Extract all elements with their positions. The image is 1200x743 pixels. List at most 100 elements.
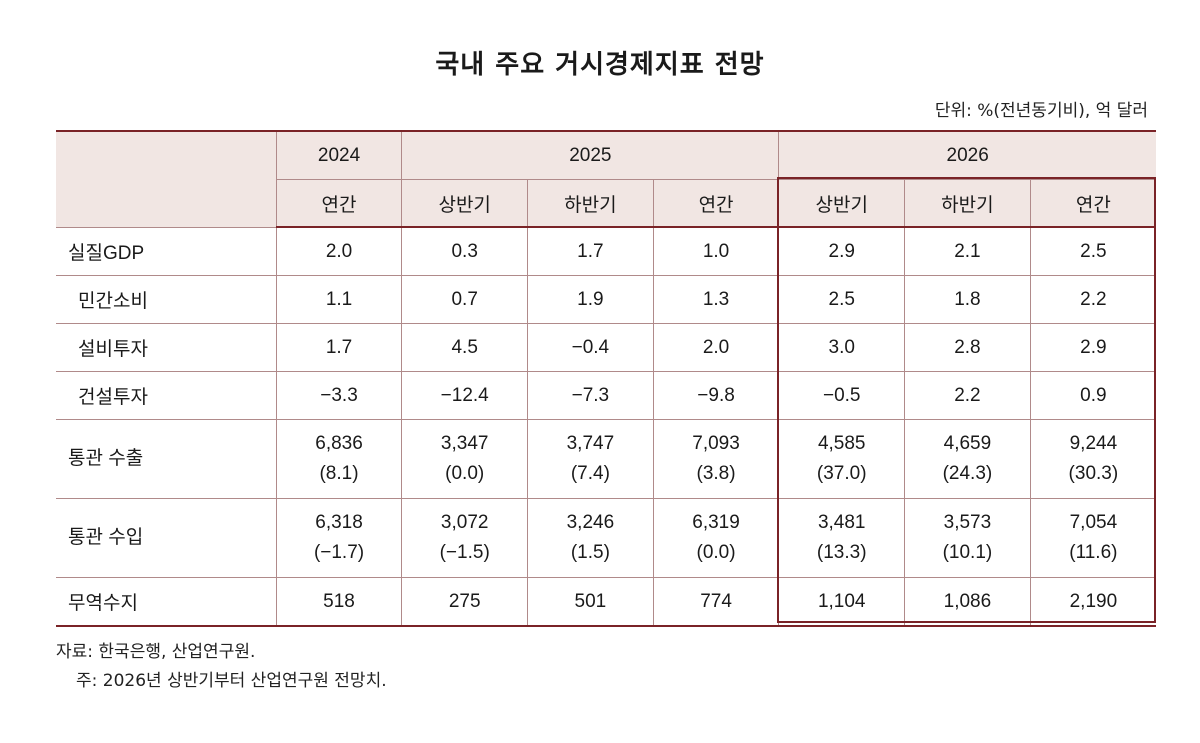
table-cell: 275: [401, 577, 528, 627]
table-row: 건설투자 −3.3 −12.4 −7.3 −9.8 −0.5 2.2 0.9: [56, 371, 1156, 420]
table-cell: 2.2: [904, 371, 1031, 420]
table-cell: 774: [652, 577, 779, 627]
table-cell: 0.9: [1029, 371, 1156, 420]
cell-value: 7,054: [1069, 512, 1118, 533]
table-cell: 6,318 (−1.7): [275, 498, 402, 578]
cell-growth-rate: (3.8): [696, 463, 736, 484]
cell-growth-rate: (1.5): [570, 542, 610, 563]
period-header: 상반기: [401, 179, 528, 228]
table-cell: −0.5: [778, 371, 905, 420]
header-corner: [56, 130, 277, 228]
table-cell: 1,086: [904, 577, 1031, 627]
cell-growth-rate: (7.4): [570, 463, 610, 484]
table-cell: 2.9: [778, 227, 905, 276]
table-cell: 1.0: [652, 227, 779, 276]
cell-growth-rate: (13.3): [816, 542, 867, 563]
cell-value: 6,319: [692, 512, 740, 533]
table-cell: 7,093 (3.8): [652, 419, 779, 499]
table-cell: 3.0: [778, 323, 905, 372]
period-header: 하반기: [527, 179, 654, 228]
table-cell: 501: [527, 577, 654, 627]
table-row: 실질GDP 2.0 0.3 1.7 1.0 2.9 2.1 2.5: [56, 227, 1156, 276]
table-cell: 2.5: [1029, 227, 1156, 276]
table-cell: 4,659 (24.3): [904, 419, 1031, 499]
table-cell: 0.3: [401, 227, 528, 276]
table-cell: 9,244 (30.3): [1029, 419, 1156, 499]
cell-growth-rate: (0.0): [445, 463, 485, 484]
row-label: 건설투자: [56, 371, 277, 420]
table-cell: 1.7: [275, 323, 402, 372]
cell-value: 3,573: [943, 512, 992, 533]
period-header: 연간: [652, 179, 779, 228]
table-row: 무역수지 518 275 501 774 1,104 1,086 2,190: [56, 577, 1156, 627]
table-cell: 3,573 (10.1): [904, 498, 1031, 578]
table-cell: 1.8: [904, 275, 1031, 324]
table-cell: 2.0: [275, 227, 402, 276]
cell-value: 3,747: [566, 433, 615, 454]
table-cell: 3,747 (7.4): [527, 419, 654, 499]
cell-growth-rate: (−1.5): [439, 542, 490, 563]
table-cell: 7,054 (11.6): [1029, 498, 1156, 578]
table-cell: 1.1: [275, 275, 402, 324]
table-cell: 3,347 (0.0): [401, 419, 528, 499]
row-label: 통관 수입: [56, 498, 277, 578]
table-cell: 1,104: [778, 577, 905, 627]
forecast-note: 주: 2026년 상반기부터 산업연구원 전망치.: [76, 671, 387, 691]
table-cell: 2.2: [1029, 275, 1156, 324]
table-cell: 2,190: [1029, 577, 1156, 627]
row-label: 무역수지: [56, 577, 277, 627]
cell-value: 6,318: [315, 512, 363, 533]
table-cell: 1.3: [652, 275, 779, 324]
unit-note: 단위: %(전년동기비), 억 달러: [934, 101, 1148, 121]
table-cell: 4,585 (37.0): [778, 419, 905, 499]
cell-value: 4,659: [943, 433, 992, 454]
cell-value: 9,244: [1069, 433, 1118, 454]
cell-growth-rate: (30.3): [1068, 463, 1119, 484]
cell-growth-rate: (11.6): [1069, 542, 1118, 563]
table-cell: −3.3: [275, 371, 402, 420]
table-cell: 2.8: [904, 323, 1031, 372]
cell-growth-rate: (8.1): [319, 463, 359, 484]
row-label: 민간소비: [56, 275, 277, 324]
row-label: 실질GDP: [56, 227, 277, 276]
year-header: 2024: [275, 130, 402, 180]
table-row: 설비투자 1.7 4.5 −0.4 2.0 3.0 2.8 2.9: [56, 323, 1156, 372]
table-cell: −9.8: [652, 371, 779, 420]
table-cell: 1.9: [527, 275, 654, 324]
table-cell: 3,481 (13.3): [778, 498, 905, 578]
cell-growth-rate: (10.1): [942, 542, 993, 563]
table-cell: −12.4: [401, 371, 528, 420]
source-note: 자료: 한국은행, 산업연구원.: [56, 642, 256, 662]
cell-growth-rate: (−1.7): [313, 542, 365, 563]
period-header: 연간: [275, 179, 402, 228]
table-cell: 2.5: [778, 275, 905, 324]
table-cell: 1.7: [527, 227, 654, 276]
table-row: 통관 수출 6,836 (8.1) 3,347 (0.0) 3,747 (7.4) 7,093…: [56, 419, 1156, 499]
cell-value: 3,072: [440, 512, 489, 533]
cell-value: 7,093: [692, 433, 740, 454]
table-row: 민간소비 1.1 0.7 1.9 1.3 2.5 1.8 2.2: [56, 275, 1156, 324]
cell-growth-rate: (37.0): [816, 463, 867, 484]
table-cell: 518: [275, 577, 402, 627]
macro-indicators-table: 2024 2025 2026 연간 상반기 하반기 연간 상반기 하반기 연간 …: [56, 130, 1156, 627]
table-cell: 6,319 (0.0): [652, 498, 779, 578]
period-header: 상반기: [778, 179, 905, 228]
table-cell: 6,836 (8.1): [275, 419, 402, 499]
cell-value: 3,347: [440, 433, 489, 454]
year-header: 2026: [778, 130, 1156, 180]
table-cell: 3,072 (−1.5): [401, 498, 528, 578]
cell-value: 6,836: [315, 433, 363, 454]
table-cell: 2.9: [1029, 323, 1156, 372]
period-header: 연간: [1029, 179, 1156, 228]
table-row: 통관 수입 6,318 (−1.7) 3,072 (−1.5) 3,246 (1.5) 6,3…: [56, 498, 1156, 578]
cell-value: 3,481: [817, 512, 866, 533]
table-title: 국내 주요 거시경제지표 전망: [435, 50, 765, 80]
cell-growth-rate: (0.0): [696, 542, 736, 563]
cell-growth-rate: (24.3): [942, 463, 993, 484]
row-label: 통관 수출: [56, 419, 277, 499]
cell-value: 4,585: [817, 433, 866, 454]
table-cell: 4.5: [401, 323, 528, 372]
table-cell: −0.4: [527, 323, 654, 372]
table-cell: 2.0: [652, 323, 779, 372]
period-header: 하반기: [904, 179, 1031, 228]
